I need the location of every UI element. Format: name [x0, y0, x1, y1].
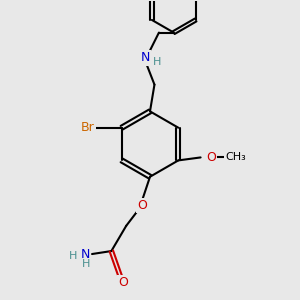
Text: O: O	[206, 151, 216, 164]
Text: H: H	[82, 260, 90, 269]
Text: H: H	[153, 57, 162, 67]
Text: O: O	[118, 276, 128, 289]
Text: CH₃: CH₃	[225, 152, 246, 162]
Text: H: H	[68, 251, 77, 261]
Text: N: N	[141, 51, 150, 64]
Text: Br: Br	[81, 121, 94, 134]
Text: O: O	[138, 199, 148, 212]
Text: N: N	[81, 248, 90, 260]
